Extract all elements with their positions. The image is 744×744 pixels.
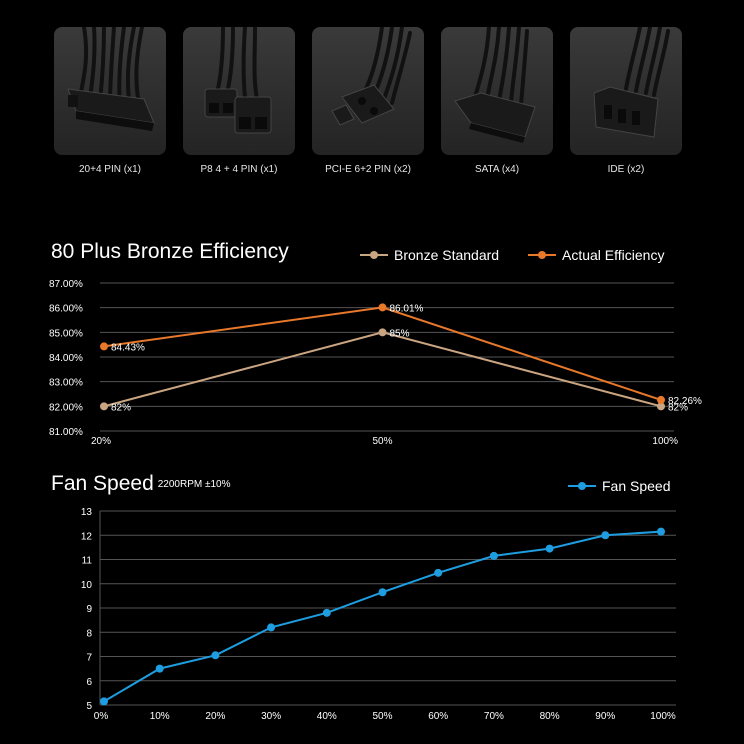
fan-x-tick-label: 80% — [540, 711, 560, 722]
fan-speed-point — [267, 623, 276, 632]
bronze-standard-line — [103, 331, 662, 408]
fan-x-tick-label: 40% — [317, 711, 337, 722]
connector-label: SATA (x4) — [474, 164, 520, 175]
bronze-standard-data-label: 82% — [111, 402, 131, 413]
fan-x-tick-label: 10% — [150, 711, 170, 722]
bronze-standard-data-label: 82% — [668, 402, 688, 413]
efficiency-y-tick-label: 85.00% — [49, 328, 83, 339]
fan-speed-point — [322, 608, 331, 617]
bronze-standard-point — [378, 328, 387, 337]
fan-y-tick-label: 13 — [81, 507, 93, 518]
fan-legend-label: Fan Speed — [602, 478, 671, 494]
fan-y-tick-label: 6 — [86, 677, 92, 688]
bronze-legend-label: Bronze Standard — [394, 247, 500, 263]
bronze-standard-data-label: 85% — [390, 328, 410, 339]
connector-gallery: 20+4 PIN (x1) P8 4 + 4 PIN (x1) PCI-E 6+… — [54, 27, 682, 187]
actual-efficiency-data-label: 82.26% — [668, 396, 702, 407]
efficiency-x-tick-label: 20% — [91, 436, 111, 447]
fan-y-tick-label: 11 — [82, 556, 93, 567]
fan-speed-point — [434, 568, 443, 577]
connector-tile-atx — [54, 27, 166, 155]
fan-speed-point — [378, 588, 387, 597]
fan-x-tick-label: 30% — [261, 711, 281, 722]
fan-y-tick-label: 8 — [86, 628, 92, 639]
actual-legend-swatch — [528, 250, 556, 260]
actual-efficiency-point — [657, 395, 665, 404]
sata-connector-icon — [454, 27, 536, 143]
pcie-8pin-connector-icon — [331, 27, 412, 126]
efficiency-y-tick-label: 87.00% — [49, 279, 83, 290]
connector-tile-sata — [441, 27, 553, 155]
efficiency-x-tick-label: 50% — [372, 436, 392, 447]
fan-speed-point — [545, 544, 554, 553]
connector-label: 20+4 PIN (x1) — [79, 164, 141, 175]
fan-x-tick-label: 60% — [428, 711, 448, 722]
actual-efficiency-data-label: 84.43% — [111, 342, 145, 353]
fan-x-tick-label: 90% — [595, 711, 615, 722]
connector-label: P8 4 + 4 PIN (x1) — [200, 164, 278, 175]
fan-x-tick-label: 0% — [94, 711, 109, 722]
connector-tile-eps — [183, 27, 295, 155]
fan-legend: Fan Speed — [568, 478, 671, 494]
actual-efficiency-point — [100, 342, 108, 351]
bronze-legend-swatch — [360, 250, 388, 260]
atx-24pin-connector-icon — [67, 27, 155, 131]
fan-legend-swatch — [568, 481, 596, 491]
fan-x-tick-label: 50% — [372, 711, 392, 722]
fan-speed-point — [601, 531, 610, 540]
fan-x-tick-label: 100% — [650, 711, 676, 722]
fan-chart-subtitle: 2200RPM ±10% — [157, 478, 231, 490]
fan-x-tick-label: 70% — [484, 711, 504, 722]
bronze-standard-point — [100, 402, 108, 411]
efficiency-chart-title: 80 Plus Bronze Efficiency — [51, 240, 289, 263]
actual-efficiency-line — [103, 306, 662, 401]
fan-y-tick-label: 10 — [81, 580, 93, 591]
fan-chart-title: Fan Speed — [51, 472, 154, 495]
fan-speed-point — [211, 651, 220, 660]
efficiency-y-tick-label: 84.00% — [49, 353, 83, 364]
connector-tile-ide — [570, 27, 682, 155]
fan-chart-title-block: Fan Speed 2200RPM ±10% — [51, 472, 231, 496]
fan-speed-line — [103, 530, 662, 703]
actual-efficiency-data-label: 86.01% — [390, 303, 424, 314]
fan-y-tick-label: 12 — [81, 531, 93, 542]
efficiency-y-tick-label: 83.00% — [49, 378, 83, 389]
connector-label: IDE (x2) — [607, 164, 645, 175]
eps-8pin-connector-icon — [204, 27, 272, 134]
bronze-standard-point — [657, 402, 665, 411]
fan-y-tick-label: 5 — [86, 701, 92, 712]
efficiency-legend-actual: Actual Efficiency — [528, 247, 664, 263]
efficiency-x-tick-label: 100% — [652, 436, 678, 447]
connector-label: PCI-E 6+2 PIN (x2) — [325, 164, 411, 175]
fan-x-tick-label: 20% — [205, 711, 225, 722]
molex-ide-connector-icon — [593, 27, 670, 138]
fan-speed-point — [657, 527, 665, 536]
efficiency-y-tick-label: 82.00% — [49, 402, 83, 413]
fan-y-tick-label: 7 — [86, 653, 92, 664]
fan-y-tick-label: 9 — [86, 604, 92, 615]
actual-legend-label: Actual Efficiency — [562, 247, 665, 263]
efficiency-y-tick-label: 81.00% — [49, 427, 83, 438]
fan-speed-point — [155, 664, 164, 673]
actual-efficiency-point — [378, 303, 387, 312]
fan-speed-point — [489, 551, 498, 560]
connector-tile-pcie — [312, 27, 424, 155]
fan-speed-point — [100, 697, 108, 706]
efficiency-legend-bronze: Bronze Standard — [360, 247, 499, 263]
efficiency-y-tick-label: 86.00% — [49, 304, 83, 315]
